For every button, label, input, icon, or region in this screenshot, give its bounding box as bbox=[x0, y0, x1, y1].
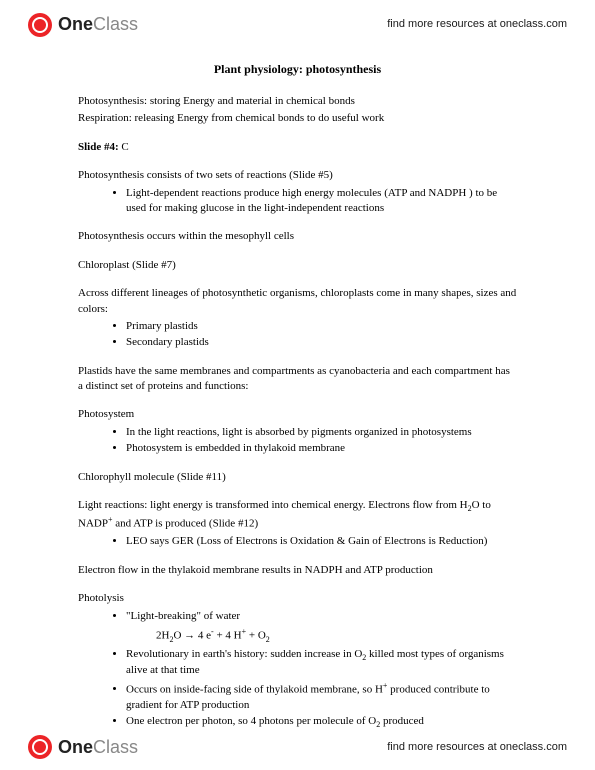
logo-icon bbox=[28, 13, 52, 37]
text-line: Photosynthesis occurs within the mesophy… bbox=[78, 229, 517, 244]
bullet-list: "Light-breaking" of water bbox=[78, 609, 517, 624]
list-item: Occurs on inside-facing side of thylakoi… bbox=[126, 680, 517, 713]
list-item: Photosystem is embedded in thylakoid mem… bbox=[126, 441, 517, 456]
header-resources-link[interactable]: find more resources at oneclass.com bbox=[387, 17, 567, 32]
logo-text: OneClass bbox=[58, 12, 138, 37]
slide4-line: Slide #4: C bbox=[78, 140, 517, 155]
text-line: Photosystem bbox=[78, 407, 517, 422]
text-line: Electron flow in the thylakoid membrane … bbox=[78, 563, 517, 578]
text-line: Photosynthesis: storing Energy and mater… bbox=[78, 94, 517, 109]
list-item: Light-dependent reactions produce high e… bbox=[126, 186, 517, 217]
text-line: Photolysis bbox=[78, 591, 517, 606]
list-item: Revolutionary in earth's history: sudden… bbox=[126, 647, 517, 679]
slide4-label: Slide #4: bbox=[78, 141, 119, 153]
footer-bar: OneClass find more resources at oneclass… bbox=[0, 729, 595, 770]
list-item: LEO says GER (Loss of Electrons is Oxida… bbox=[126, 534, 517, 549]
bullet-list: Light-dependent reactions produce high e… bbox=[78, 186, 517, 217]
logo-text: OneClass bbox=[58, 735, 138, 760]
list-item: Primary plastids bbox=[126, 319, 517, 334]
list-item: In the light reactions, light is absorbe… bbox=[126, 425, 517, 440]
document-body: Plant physiology: photosynthesis Photosy… bbox=[0, 43, 595, 730]
footer-logo[interactable]: OneClass bbox=[28, 735, 138, 760]
page-title: Plant physiology: photosynthesis bbox=[78, 61, 517, 78]
equation: 2H2O → 4 e- + 4 H+ + O2 bbox=[78, 626, 517, 645]
site-logo[interactable]: OneClass bbox=[28, 12, 138, 37]
text-line: Light reactions: light energy is transfo… bbox=[78, 498, 517, 532]
text-line: Chlorophyll molecule (Slide #11) bbox=[78, 470, 517, 485]
text-line: Plastids have the same membranes and com… bbox=[78, 364, 517, 395]
text-line: Photosynthesis consists of two sets of r… bbox=[78, 168, 517, 183]
bullet-list: Primary plastids Secondary plastids bbox=[78, 319, 517, 351]
logo-icon bbox=[28, 735, 52, 759]
text-line: Chloroplast (Slide #7) bbox=[78, 258, 517, 273]
list-item: "Light-breaking" of water bbox=[126, 609, 517, 624]
text-line: Respiration: releasing Energy from chemi… bbox=[78, 111, 517, 126]
bullet-list: LEO says GER (Loss of Electrons is Oxida… bbox=[78, 534, 517, 549]
bullet-list: Revolutionary in earth's history: sudden… bbox=[78, 647, 517, 731]
footer-resources-link[interactable]: find more resources at oneclass.com bbox=[387, 740, 567, 755]
slide4-answer: C bbox=[119, 141, 129, 153]
bullet-list: In the light reactions, light is absorbe… bbox=[78, 425, 517, 457]
list-item: Secondary plastids bbox=[126, 335, 517, 350]
text-line: Across different lineages of photosynthe… bbox=[78, 286, 517, 317]
header-bar: OneClass find more resources at oneclass… bbox=[0, 0, 595, 43]
